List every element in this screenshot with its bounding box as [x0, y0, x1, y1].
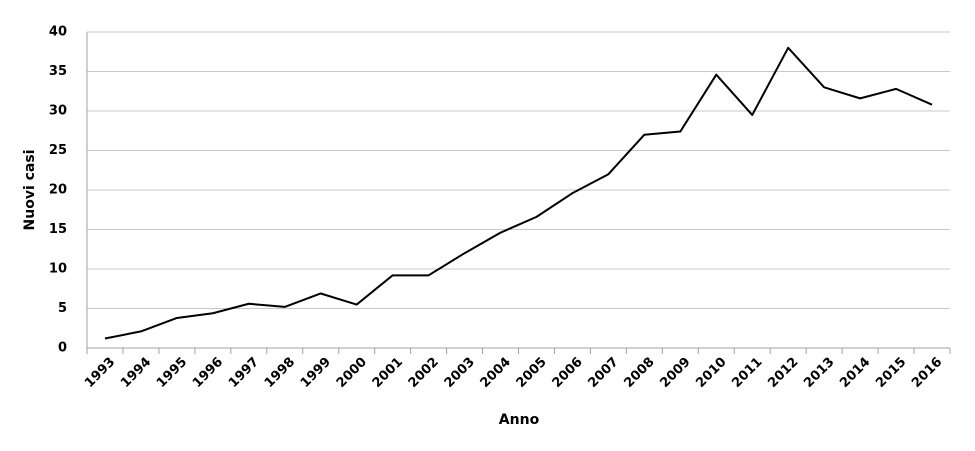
- y-tick-label: 0: [58, 341, 67, 356]
- x-tick-label: 2016: [909, 355, 945, 391]
- x-tick-label: 2005: [514, 355, 550, 391]
- x-tick-label: 2012: [765, 355, 801, 391]
- y-tick-label: 20: [49, 183, 67, 198]
- x-tick-label: 2000: [334, 355, 370, 391]
- x-tick-label: 2003: [442, 355, 478, 391]
- x-tick-label: 2010: [693, 355, 729, 391]
- x-tick-label: 1995: [154, 355, 190, 391]
- x-tick-label: 2013: [801, 355, 837, 391]
- y-tick-label: 15: [49, 222, 67, 237]
- x-tick-label: 1999: [298, 355, 334, 391]
- y-tick-label: 5: [58, 301, 67, 316]
- x-tick-label: 2001: [370, 355, 406, 391]
- x-tick-label: 2007: [586, 355, 622, 391]
- line: [104, 46, 933, 340]
- x-tick-label: 1996: [190, 355, 226, 391]
- x-tick-label: 2008: [621, 355, 657, 391]
- y-tick-label: 30: [49, 104, 67, 119]
- x-tick-label: 1993: [82, 355, 118, 391]
- y-tick-label: 10: [49, 262, 67, 277]
- x-tick-label: 2015: [873, 355, 909, 391]
- y-tick-label: 35: [49, 64, 67, 79]
- x-tick-label: 1994: [118, 355, 154, 391]
- x-tick-label: 2002: [406, 355, 442, 391]
- x-tick-label: 2006: [550, 355, 586, 391]
- x-tick-label: 2014: [837, 355, 873, 391]
- x-tick-label: 2004: [478, 355, 514, 391]
- y-tick-label: 40: [49, 25, 67, 40]
- x-tick-label: 1998: [262, 355, 298, 391]
- x-tick-label: 2011: [729, 355, 765, 391]
- y-axis-label: Nuovi casi: [22, 150, 38, 231]
- y-tick-label: 25: [49, 143, 67, 158]
- x-tick-label: 1997: [226, 355, 262, 391]
- x-tick-label: 2009: [657, 355, 693, 391]
- x-axis-label: Anno: [499, 412, 540, 428]
